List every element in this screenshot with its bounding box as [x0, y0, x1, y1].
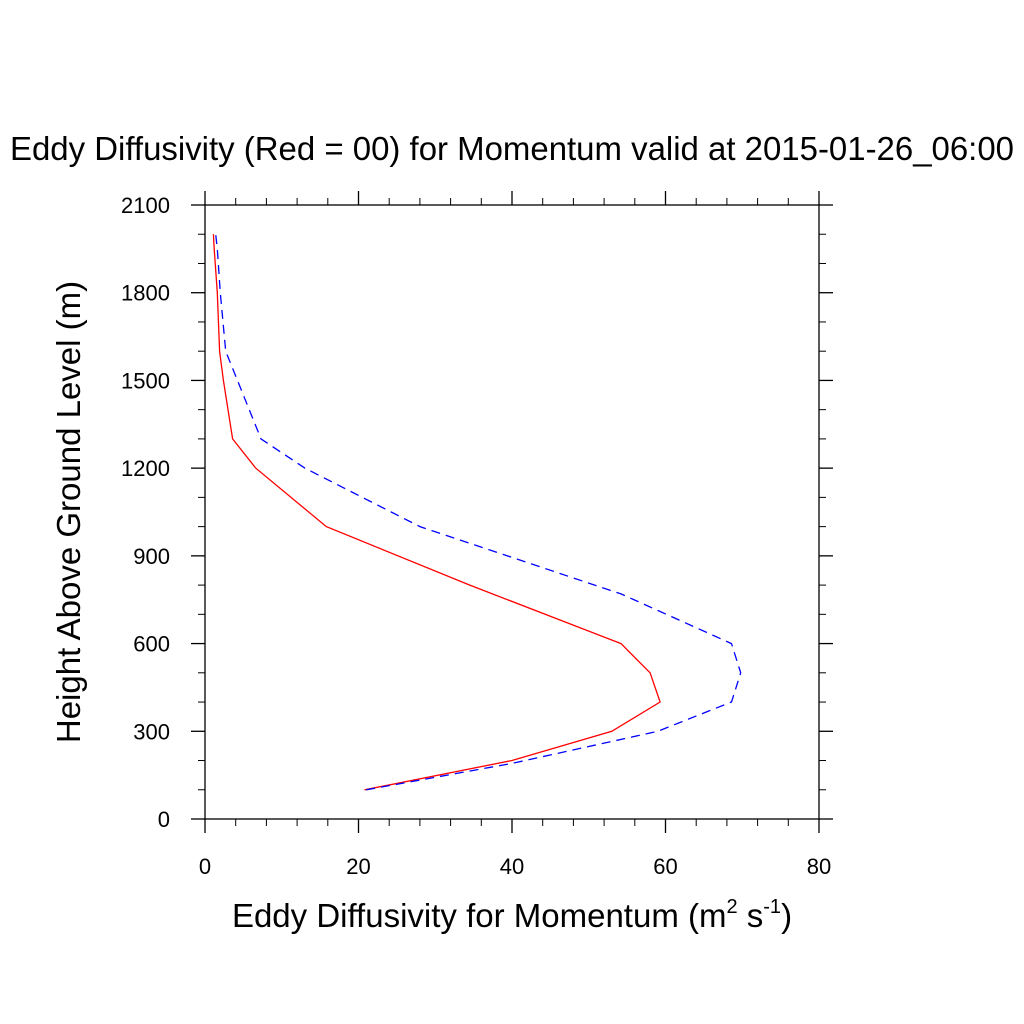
y-tick-label: 1800 — [121, 281, 170, 306]
series-blue-dashed-line — [215, 234, 742, 791]
x-tick-label: 0 — [199, 854, 211, 879]
x-tick-label: 80 — [807, 854, 831, 879]
y-tick-label: 2100 — [121, 193, 170, 218]
series-lines — [212, 234, 742, 791]
y-tick-label: 1200 — [121, 456, 170, 481]
x-axis-label-sup2: -1 — [763, 896, 781, 918]
tick-labels: 0 20 40 60 80 0 300 600 900 1200 1500 1800 2100 — [121, 193, 831, 879]
plot-frame — [204, 204, 820, 820]
x-axis-label-end: ) — [781, 897, 792, 934]
x-axis-label-main: Eddy Diffusivity for Momentum (m — [232, 897, 727, 934]
y-axis-label: Height Above Ground Level (m) — [50, 281, 87, 743]
y-tick-label: 600 — [133, 632, 170, 657]
x-axis-label-sup1: 2 — [726, 896, 737, 918]
x-axis-label: Eddy Diffusivity for Momentum (m2 s-1) — [232, 896, 792, 934]
y-tick-label: 1500 — [121, 368, 170, 393]
x-axis-label-mid: s — [738, 897, 764, 934]
axis-ticks — [191, 191, 833, 833]
series-red-line — [212, 234, 661, 791]
y-tick-label: 300 — [133, 719, 170, 744]
chart-title: Eddy Diffusivity (Red = 00) for Momentum… — [10, 130, 1014, 167]
y-tick-label: 900 — [133, 544, 170, 569]
x-tick-label: 20 — [346, 854, 370, 879]
x-tick-label: 40 — [500, 854, 524, 879]
x-tick-label: 60 — [653, 854, 677, 879]
y-tick-label: 0 — [158, 807, 170, 832]
